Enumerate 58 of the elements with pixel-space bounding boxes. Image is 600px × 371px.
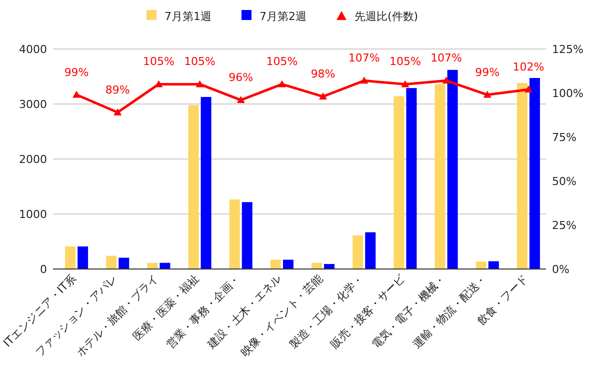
bar xyxy=(65,246,76,269)
bar xyxy=(324,264,335,269)
bar xyxy=(229,199,240,269)
y-tick-label: 2000 xyxy=(19,153,47,166)
bar xyxy=(242,202,252,269)
bar xyxy=(282,260,294,269)
data-label: 105% xyxy=(184,55,216,68)
data-label: 107% xyxy=(348,52,380,65)
point xyxy=(483,90,492,98)
bar xyxy=(434,84,446,269)
point xyxy=(278,80,286,88)
point xyxy=(442,76,450,84)
bar xyxy=(476,262,486,269)
bar xyxy=(118,258,130,269)
data-label: 99% xyxy=(64,66,89,79)
y-tick-label: 3000 xyxy=(19,98,47,111)
legend-label: 7月第2週 xyxy=(260,10,306,23)
bar xyxy=(188,105,199,269)
data-label: 98% xyxy=(310,68,336,81)
bar xyxy=(516,83,528,269)
bar xyxy=(394,96,404,269)
bar xyxy=(365,232,376,269)
bar xyxy=(270,260,281,269)
data-label: 107% xyxy=(430,52,462,65)
data-label: 105% xyxy=(266,55,298,68)
data-label: 99% xyxy=(475,66,500,79)
bar xyxy=(78,246,88,269)
legend-label: 先週比(件数) xyxy=(354,10,418,23)
data-label: 105% xyxy=(142,55,174,68)
bar xyxy=(488,261,499,269)
point xyxy=(114,108,122,116)
legend-label: 7月第1週 xyxy=(164,10,212,23)
point xyxy=(196,80,204,88)
y-tick-label: 1000 xyxy=(19,208,47,221)
y2-tick-label: 25% xyxy=(552,219,576,232)
y2-tick-label: 0% xyxy=(552,263,570,276)
data-label: 96% xyxy=(228,71,254,84)
data-label: 89% xyxy=(105,83,130,96)
bar xyxy=(352,235,364,269)
point xyxy=(72,90,81,98)
y-tick-label: 4000 xyxy=(19,43,47,56)
point xyxy=(524,85,532,92)
y2-tick-label: 50% xyxy=(552,175,576,188)
y-tick-label: 0 xyxy=(40,263,47,276)
y2-tick-label: 100% xyxy=(552,87,584,100)
point xyxy=(401,80,410,88)
bar xyxy=(529,78,540,269)
point xyxy=(236,96,245,104)
bar xyxy=(447,70,458,269)
point xyxy=(319,92,328,100)
bar xyxy=(406,88,417,269)
point xyxy=(360,76,368,84)
data-label: 105% xyxy=(389,55,421,68)
y2-tick-label: 125% xyxy=(552,43,584,56)
data-label: 102% xyxy=(512,60,544,74)
bar xyxy=(200,96,212,269)
y2-tick-label: 75% xyxy=(552,131,576,144)
bar xyxy=(106,256,117,269)
